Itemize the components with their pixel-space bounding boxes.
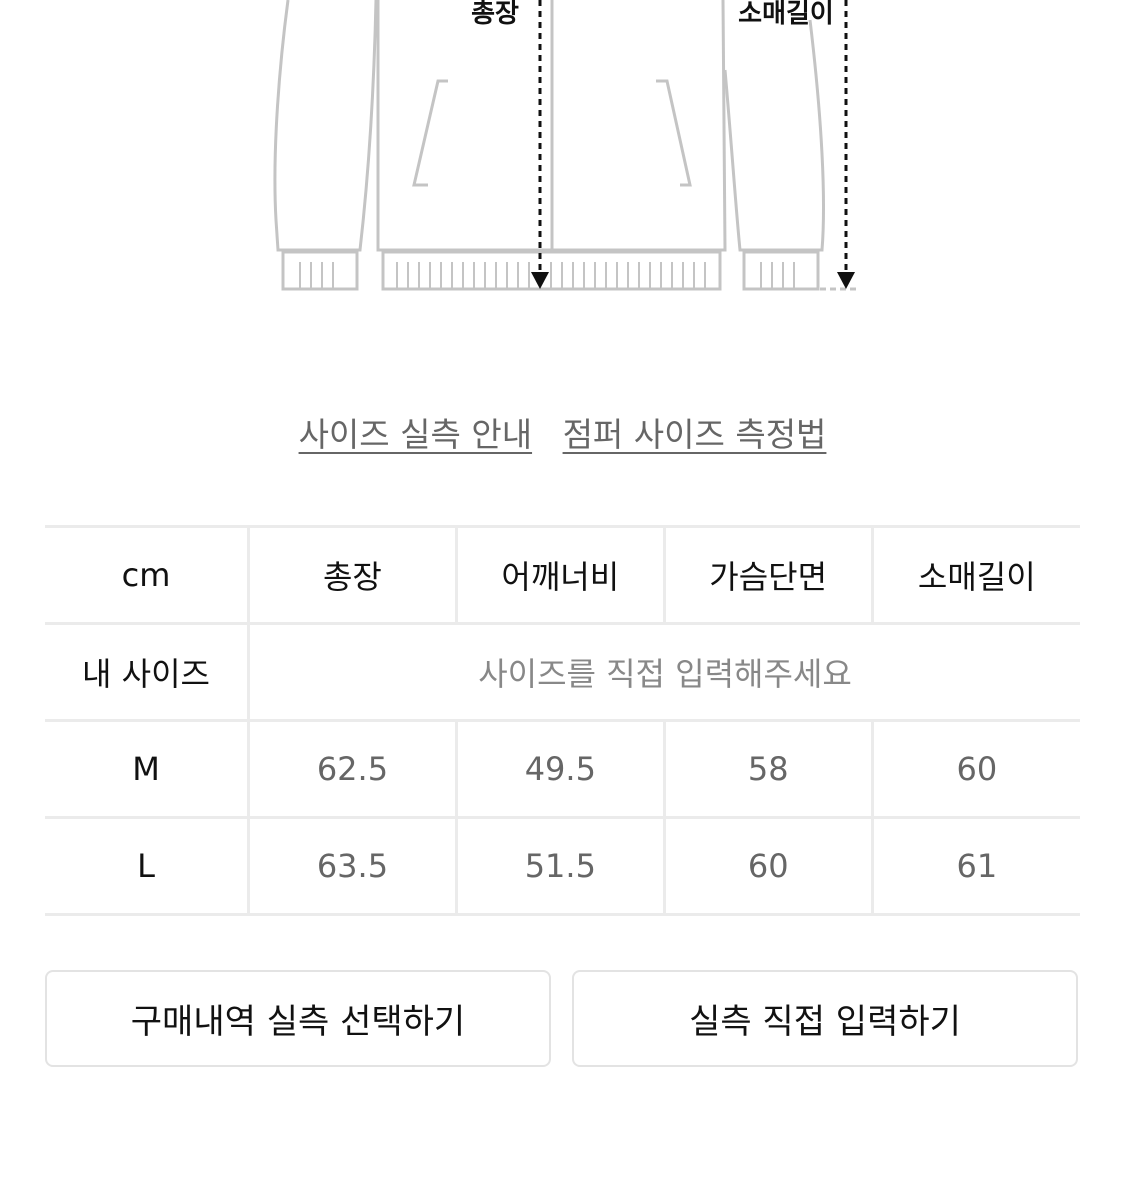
jacket-size-diagram: 총장 소매길이: [273, 0, 858, 291]
table-cell: 61: [870, 816, 1080, 916]
size-label: M: [45, 719, 249, 819]
table-header-row: cm 총장 어깨너비 가슴단면 소매길이: [45, 525, 1080, 625]
my-size-input[interactable]: 사이즈를 직접 입력해주세요: [247, 622, 1080, 722]
header-length: 총장: [247, 525, 457, 625]
table-cell: 49.5: [454, 719, 665, 819]
table-row: L 63.5 51.5 60 61: [45, 816, 1080, 916]
table-cell: 51.5: [454, 816, 665, 916]
my-size-row: 내 사이즈 사이즈를 직접 입력해주세요: [45, 622, 1080, 722]
length-label: 총장: [471, 0, 519, 29]
header-unit: cm: [45, 525, 249, 625]
header-shoulder: 어깨너비: [454, 525, 665, 625]
my-size-label: 내 사이즈: [45, 622, 249, 722]
header-sleeve: 소매길이: [870, 525, 1080, 625]
jumper-measurement-method-link[interactable]: 점퍼 사이즈 측정법: [562, 415, 827, 454]
size-guide-links: 사이즈 실측 안내 점퍼 사이즈 측정법: [0, 408, 1125, 456]
direct-input-button[interactable]: 실측 직접 입력하기: [572, 970, 1078, 1067]
header-chest: 가슴단면: [662, 525, 873, 625]
sleeve-label: 소매길이: [738, 0, 834, 29]
size-measurement-guide-link[interactable]: 사이즈 실측 안내: [298, 415, 533, 454]
table-row: M 62.5 49.5 58 60: [45, 719, 1080, 819]
size-label: L: [45, 816, 249, 916]
table-cell: 60: [870, 719, 1080, 819]
table-cell: 62.5: [247, 719, 457, 819]
table-cell: 60: [662, 816, 873, 916]
size-table: cm 총장 어깨너비 가슴단면 소매길이 내 사이즈 사이즈를 직접 입력해주세…: [45, 525, 1080, 916]
table-cell: 58: [662, 719, 873, 819]
select-from-purchase-history-button[interactable]: 구매내역 실측 선택하기: [45, 970, 551, 1067]
table-cell: 63.5: [247, 816, 457, 916]
